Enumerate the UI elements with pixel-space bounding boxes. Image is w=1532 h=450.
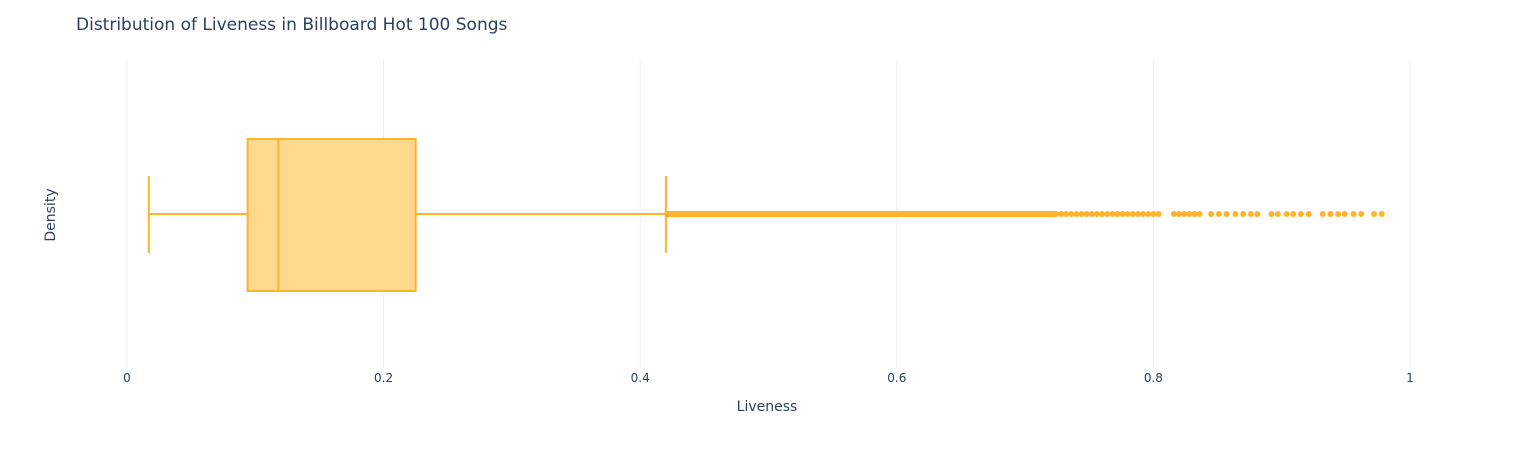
- outlier-point: [1274, 211, 1281, 217]
- x-tick-label: 0: [123, 371, 131, 385]
- outlier-point: [1268, 211, 1275, 217]
- x-tick-label: 0.2: [374, 371, 393, 385]
- outlier-point: [1063, 211, 1070, 217]
- outlier-point: [1135, 211, 1142, 217]
- outlier-point: [1114, 211, 1121, 217]
- outlier-point: [1109, 211, 1116, 217]
- chart-title: Distribution of Liveness in Billboard Ho…: [76, 15, 508, 35]
- outlier-point: [1093, 211, 1100, 217]
- outlier-point: [1129, 211, 1136, 217]
- outlier-point: [1088, 211, 1095, 217]
- plot-layer: 0 0.2 0.4 0.6 0.8 1: [123, 60, 1414, 385]
- x-tick-label: 0.8: [1144, 371, 1163, 385]
- outlier-point: [1283, 211, 1290, 217]
- outlier-point: [1232, 211, 1239, 217]
- outlier-point: [1223, 211, 1230, 217]
- outlier-point: [1341, 211, 1348, 217]
- outlier-point: [1140, 211, 1147, 217]
- outlier-point: [1254, 211, 1261, 217]
- outlier-point: [1145, 211, 1152, 217]
- x-tick-label: 0.6: [887, 371, 906, 385]
- outlier-point: [1335, 211, 1342, 217]
- outlier-point: [1181, 211, 1188, 217]
- outlier-point: [1150, 211, 1157, 217]
- outlier-point: [1119, 211, 1126, 217]
- outlier-point: [1358, 211, 1365, 217]
- outlier-point: [1176, 211, 1183, 217]
- x-tick-label: 1: [1406, 371, 1414, 385]
- outlier-point: [1297, 211, 1304, 217]
- outlier-point: [1155, 211, 1162, 217]
- outlier-point: [1378, 211, 1385, 217]
- outlier-point: [1073, 211, 1080, 217]
- outlier-point: [1124, 211, 1131, 217]
- outlier-point: [1104, 211, 1111, 217]
- outlier-point: [1305, 211, 1312, 217]
- outlier-point: [1191, 211, 1198, 217]
- iqr-box: [246, 138, 417, 292]
- outlier-point: [1196, 211, 1203, 217]
- outlier-point: [1058, 211, 1065, 217]
- outlier-point: [1290, 211, 1297, 217]
- outlier-point: [1371, 211, 1378, 217]
- outlier-point: [1350, 211, 1357, 217]
- x-tick-label: 0.4: [631, 371, 650, 385]
- outlier-point: [1068, 211, 1075, 217]
- outlier-point: [1327, 211, 1334, 217]
- outlier-point: [1240, 211, 1247, 217]
- outlier-point: [1319, 211, 1326, 217]
- outlier-point: [1099, 211, 1106, 217]
- outlier-point: [1078, 211, 1085, 217]
- x-axis-label: Liveness: [737, 399, 798, 415]
- y-axis-label: Density: [43, 188, 59, 241]
- outlier-point: [1083, 211, 1090, 217]
- outlier-point: [1186, 211, 1193, 217]
- outlier-point: [1215, 211, 1222, 217]
- outlier-point: [1247, 211, 1254, 217]
- outlier-point: [1170, 211, 1177, 217]
- outlier-point: [1208, 211, 1215, 217]
